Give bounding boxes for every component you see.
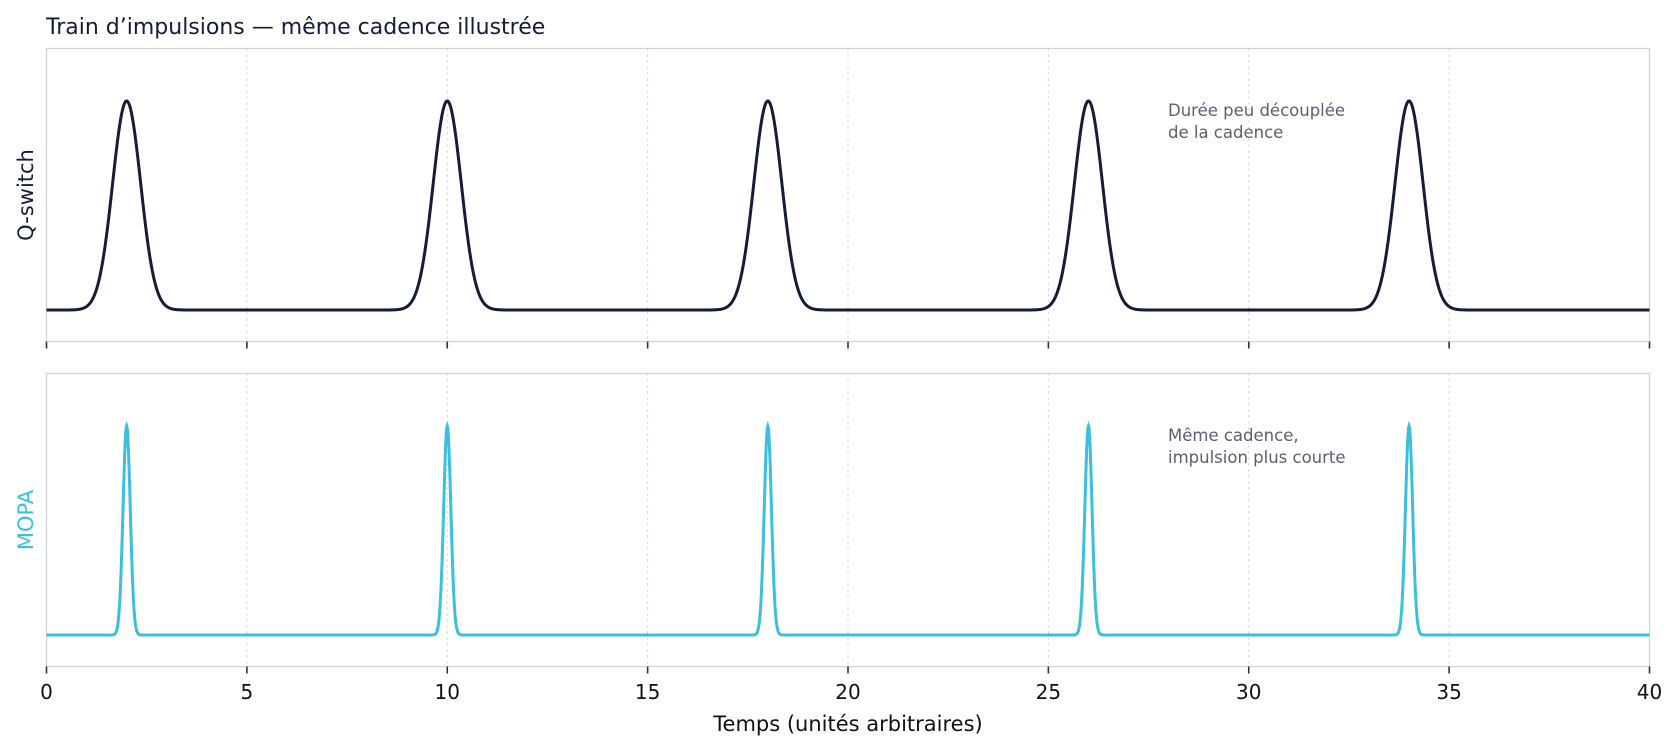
mopa-x-ticks [45,666,1651,674]
qswitch-x-ticks [45,341,1651,349]
qswitch-ylabel: Q-switch [14,149,38,241]
x-tick-label: 5 [241,680,254,704]
qswitch-panel: Q-switch Durée peu découplée de la caden… [14,47,1651,349]
x-tick-label: 20 [835,680,860,704]
x-tick-label: 10 [435,680,460,704]
x-tick-label: 15 [635,680,660,704]
x-tick-label: 35 [1436,680,1461,704]
qswitch-annotation-line-1: Durée peu découplée [1168,101,1345,120]
mopa-ylabel: MOPA [14,489,38,550]
x-tick-label: 0 [40,680,53,704]
x-axis-label: Temps (unités arbitraires) [712,712,982,736]
mopa-annotation-line-2: impulsion plus courte [1168,448,1346,467]
x-tick-label: 40 [1637,680,1662,704]
x-tick-labels: 0 5 10 15 20 25 30 35 40 [40,680,1662,704]
qswitch-pulse-line [46,99,1650,312]
mopa-pulse-line [46,420,1650,637]
qswitch-annotation-line-2: de la cadence [1168,123,1283,142]
qswitch-gridlines [246,48,1450,342]
mopa-gridlines [246,373,1450,667]
chart-title: Train d’impulsions — même cadence illust… [45,15,545,40]
x-tick-label: 25 [1036,680,1061,704]
mopa-annotation-line-1: Même cadence, [1168,426,1299,445]
mopa-panel: MOPA Même cadence, impulsion plus courte [14,372,1651,674]
x-tick-label: 30 [1236,680,1261,704]
